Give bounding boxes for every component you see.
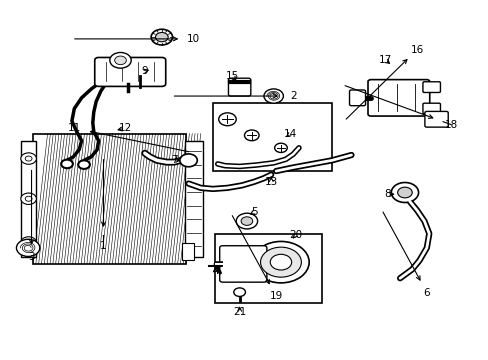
Circle shape (155, 32, 168, 42)
Circle shape (151, 29, 172, 45)
Text: 19: 19 (269, 291, 282, 301)
Bar (182, 243, 194, 260)
FancyBboxPatch shape (349, 90, 365, 106)
Circle shape (390, 183, 418, 203)
Circle shape (25, 240, 32, 245)
Text: 14: 14 (284, 129, 297, 139)
Bar (184, 141, 203, 257)
Text: 13: 13 (264, 177, 277, 187)
Text: 12: 12 (119, 123, 132, 133)
Bar (212, 103, 331, 171)
Text: 1: 1 (100, 241, 106, 251)
Circle shape (241, 217, 252, 225)
Circle shape (252, 242, 308, 283)
Text: 4: 4 (212, 266, 218, 276)
Circle shape (264, 89, 283, 103)
Bar (33, 134, 186, 264)
FancyBboxPatch shape (219, 246, 266, 282)
Text: 7: 7 (170, 156, 177, 165)
Text: 5: 5 (250, 207, 257, 217)
Circle shape (21, 153, 36, 164)
Text: 11: 11 (67, 123, 81, 133)
Bar (21, 141, 36, 257)
Circle shape (25, 156, 32, 161)
Circle shape (274, 143, 287, 153)
Circle shape (180, 154, 197, 167)
Text: 18: 18 (444, 120, 457, 130)
Text: 17: 17 (378, 55, 391, 65)
Circle shape (21, 237, 36, 248)
Circle shape (236, 213, 257, 229)
FancyBboxPatch shape (367, 80, 429, 116)
Circle shape (244, 130, 259, 141)
Circle shape (110, 53, 131, 68)
Text: 2: 2 (289, 91, 296, 101)
Circle shape (397, 187, 411, 198)
Circle shape (25, 196, 32, 201)
FancyBboxPatch shape (228, 78, 250, 96)
Circle shape (233, 288, 245, 296)
Circle shape (270, 254, 291, 270)
Text: 3: 3 (28, 252, 35, 262)
Text: 8: 8 (384, 189, 390, 199)
Text: 21: 21 (233, 307, 246, 317)
Circle shape (21, 193, 36, 204)
Text: 15: 15 (225, 71, 239, 81)
Circle shape (78, 160, 90, 169)
FancyBboxPatch shape (422, 82, 440, 93)
FancyBboxPatch shape (95, 58, 165, 86)
Text: 16: 16 (409, 45, 423, 55)
Circle shape (115, 56, 126, 64)
Circle shape (260, 247, 301, 277)
Text: 20: 20 (288, 230, 302, 240)
FancyBboxPatch shape (424, 111, 447, 127)
Circle shape (17, 239, 40, 256)
Circle shape (218, 113, 236, 126)
Text: 6: 6 (423, 288, 429, 297)
Circle shape (61, 159, 73, 168)
Text: 9: 9 (141, 66, 148, 76)
Bar (215, 234, 322, 303)
FancyBboxPatch shape (422, 103, 440, 114)
Text: 10: 10 (186, 34, 200, 44)
